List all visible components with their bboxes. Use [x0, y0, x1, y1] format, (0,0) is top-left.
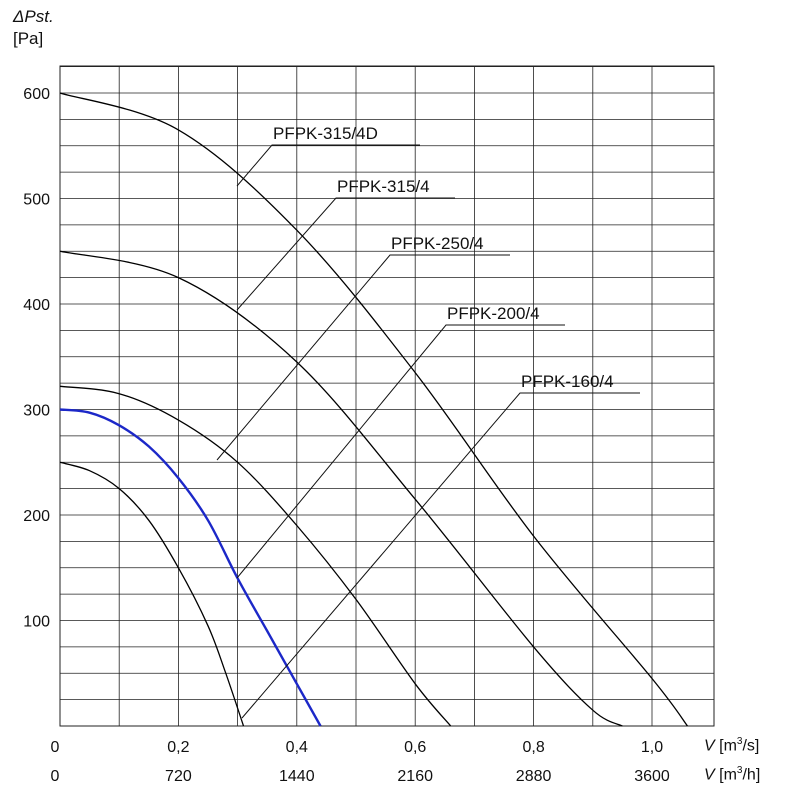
- x-tick-label-secondary: 1440: [279, 768, 315, 785]
- axis-ticks: 100 200 300 400 500 600 0 0,2 0,4 0,6 0,8 1,0 0 720 14…: [23, 86, 670, 785]
- x-tick-label-secondary: 2880: [516, 768, 552, 785]
- x-tick-label-secondary: 2160: [397, 768, 433, 785]
- series-labels: PFPK-315/4D PFPK-315/4 PFPK-250/4 PFPK-200/…: [273, 124, 614, 391]
- series-label: PFPK-250/4: [391, 234, 484, 253]
- series-curve-2: [59, 385, 452, 727]
- y-tick-label: 300: [23, 403, 50, 420]
- y-tick-label: 400: [23, 297, 50, 314]
- series-label: PFPK-200/4: [447, 304, 540, 323]
- x-tick-label: 0,2: [167, 739, 189, 756]
- label-leader-line: [236, 144, 420, 187]
- x-tick-label: 1,0: [641, 739, 663, 756]
- label-leader-line: [236, 197, 455, 311]
- x-tick-label: 0,6: [404, 739, 426, 756]
- series-curve-0: [59, 92, 689, 727]
- x-tick-label-secondary: 3600: [634, 768, 670, 785]
- x-tick-label: 0: [51, 739, 60, 756]
- y-tick-label: 500: [23, 192, 50, 209]
- label-leader-line: [216, 254, 510, 461]
- series-label: PFPK-315/4D: [273, 124, 378, 143]
- series-label: PFPK-160/4: [521, 372, 614, 391]
- x-tick-label: 0,4: [286, 739, 308, 756]
- series-label: PFPK-315/4: [337, 177, 430, 196]
- chart-curves: [59, 92, 689, 727]
- series-curve-3: [59, 408, 322, 727]
- chart-grid: [59, 65, 715, 727]
- label-leader-line: [241, 392, 640, 719]
- x-axis-unit-secondary: V [m3/h]: [704, 765, 761, 784]
- y-axis-label: ΔPst. [Pa]: [13, 6, 54, 50]
- plot-frame: [59, 65, 715, 727]
- series-curve-4: [59, 461, 245, 727]
- y-tick-label: 600: [23, 86, 50, 103]
- x-tick-label: 0,8: [522, 739, 544, 756]
- x-tick-label-secondary: 720: [165, 768, 192, 785]
- y-tick-label: 200: [23, 508, 50, 525]
- y-tick-label: 100: [23, 614, 50, 631]
- label-leaders: [216, 144, 640, 719]
- y-axis-symbol: ΔPst.: [13, 7, 54, 26]
- x-tick-label-secondary: 0: [51, 768, 60, 785]
- y-axis-unit: [Pa]: [13, 29, 44, 48]
- series-curve-1: [59, 250, 623, 727]
- label-leader-line: [236, 324, 565, 579]
- x-axis-unit-primary: V [m3/s]: [704, 736, 760, 755]
